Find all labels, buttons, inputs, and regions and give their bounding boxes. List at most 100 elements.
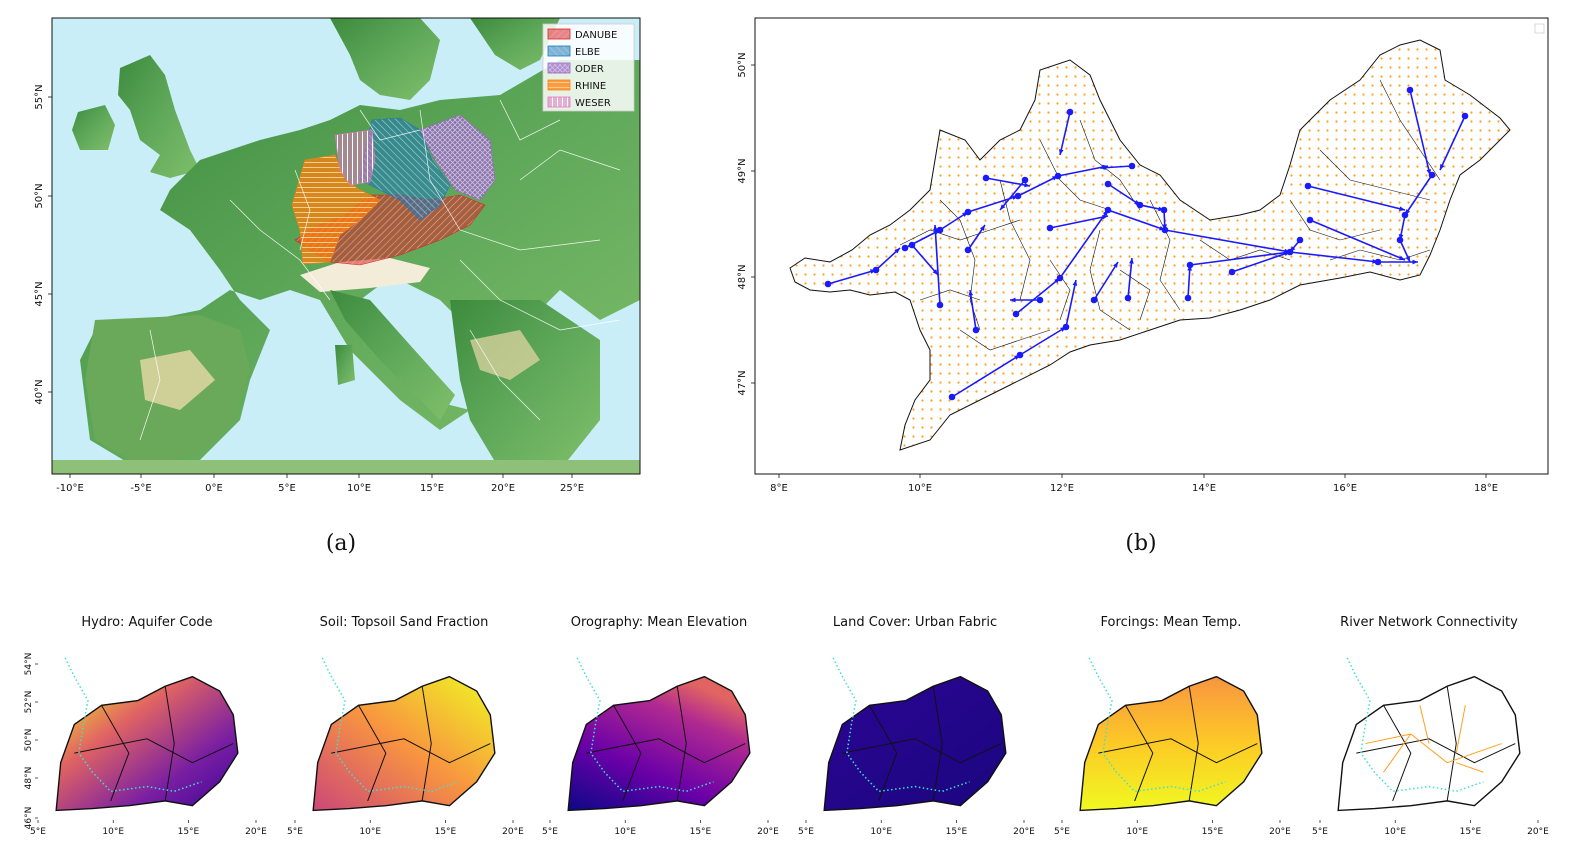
gauge-node: [1012, 310, 1020, 318]
gauge-node: [1056, 274, 1064, 282]
y-tick-label: 45°N: [34, 281, 45, 306]
y-tick-label: 55°N: [34, 84, 45, 109]
x-tick-label: -10°E: [56, 483, 84, 494]
river-link: [1409, 89, 1431, 176]
gauge-node: [1090, 296, 1098, 304]
legend-swatch-elbe: [547, 45, 571, 57]
x-tick-label: 15°E: [946, 827, 968, 837]
small-panel-title: Land Cover: Urban Fabric: [833, 615, 997, 630]
subbasin-divide: [869, 705, 898, 802]
small-panel-2: Soil: Topsoil Sand Fraction 5°E 10°E 15°E 20…: [287, 615, 524, 837]
river-arrowhead: [1024, 182, 1030, 188]
legend-swatch-rhine: [547, 79, 571, 91]
subbasin-divide: [842, 738, 1002, 764]
x-tick-label: 20°E: [491, 483, 515, 494]
x-tick-label: 15°E: [435, 827, 457, 837]
gauge-node: [1021, 176, 1029, 184]
great-britain: [118, 55, 200, 178]
network-edge: [1365, 733, 1411, 745]
subbasin-divide: [586, 738, 746, 764]
gauge-node: [1184, 294, 1192, 302]
dotted-border: [1346, 657, 1484, 793]
gauge-node: [824, 280, 832, 288]
river-arrowhead: [979, 225, 985, 231]
dotted-border: [576, 657, 714, 793]
subbasin-divide: [74, 738, 234, 764]
gauge-node: [908, 241, 916, 249]
x-tick-label: -5°E: [130, 483, 151, 494]
river-link: [1057, 165, 1109, 177]
river-link: [1231, 251, 1291, 273]
subbasin-divide: [1446, 686, 1457, 801]
network-edge: [1383, 733, 1412, 773]
small-panel-title: River Network Connectivity: [1340, 615, 1518, 630]
gauge-node: [1124, 294, 1132, 302]
subbasin-divide: [1188, 686, 1199, 801]
river-link: [939, 211, 969, 231]
panel-a-legend: DANUBE ELBE ODER RHINE WESER: [542, 23, 635, 112]
basin-field: [55, 675, 239, 812]
river-arrowhead: [1000, 204, 1006, 210]
gauge-node: [1104, 180, 1112, 188]
small-panel-title: Forcings: Mean Temp.: [1101, 615, 1242, 630]
river-link: [1107, 183, 1141, 206]
river-arrowhead: [1399, 206, 1405, 211]
x-tick-label: 10°E: [1126, 827, 1148, 837]
alps: [300, 258, 430, 292]
subbasin-divide: [1125, 705, 1154, 802]
x-tick-label: 15°E: [420, 483, 444, 494]
gauge-node: [982, 174, 990, 182]
river-link: [951, 354, 1021, 398]
gauge-node: [1396, 236, 1404, 244]
panel-a-frame: [51, 17, 641, 475]
x-tick-label: 14°E: [1192, 483, 1216, 494]
y-tick-label: 50°N: [24, 729, 34, 752]
x-tick-label: 18°E: [1474, 483, 1498, 494]
empty-legend-box: [1534, 23, 1545, 34]
x-tick-label: 15°E: [1202, 827, 1224, 837]
river-arrowhead: [932, 269, 938, 275]
gauge-node: [936, 301, 944, 309]
river-arrowhead: [1440, 164, 1445, 170]
x-tick-label: 10°E: [870, 827, 892, 837]
river-arrowhead: [1058, 149, 1064, 155]
gauge-node: [1066, 108, 1074, 116]
river-arrowhead: [1113, 262, 1118, 268]
corsica-sardinia: [335, 345, 355, 385]
subbasin-divide: [331, 738, 491, 764]
river-link: [934, 224, 941, 306]
x-tick-label: 10°E: [347, 483, 371, 494]
x-tick-label: 10°E: [359, 827, 381, 837]
gauge-node: [1186, 261, 1194, 269]
x-tick-label: 25°E: [560, 483, 584, 494]
x-tick-label: 5°E: [30, 827, 46, 837]
river-arrowhead: [894, 248, 900, 254]
x-tick-label: 10°E: [1384, 827, 1406, 837]
north-africa-strip: [52, 460, 640, 474]
small-panel-title: Orography: Mean Elevation: [571, 615, 748, 630]
gauge-node: [1228, 268, 1236, 276]
subbasin-boundaries: [899, 79, 1441, 351]
small-panel-1: Hydro: Aquifer Code 5°E 10°E 15°E 20°E 54°N 52…: [24, 615, 267, 837]
gauge-node: [1046, 224, 1054, 232]
legend-label-oder: ODER: [575, 64, 604, 75]
subbasin-divide: [1356, 738, 1516, 764]
river-link: [1107, 209, 1166, 231]
y-tick-label: 47°N: [737, 370, 748, 395]
x-tick-label: 10°E: [102, 827, 124, 837]
x-tick-label: 20°E: [757, 827, 779, 837]
iberia-plateau: [140, 350, 215, 410]
small-panel-4: Land Cover: Urban Fabric 5°E 10°E 15°E 20°E: [798, 615, 1035, 837]
x-tick-label: 5°E: [542, 827, 558, 837]
river-link: [969, 289, 977, 331]
river-link: [999, 179, 1026, 211]
basin-field: [823, 675, 1007, 812]
river-link: [1307, 185, 1406, 211]
legend-label-elbe: ELBE: [575, 47, 600, 58]
balkan-highlands: [470, 330, 540, 380]
x-tick-label: 10°E: [614, 827, 636, 837]
small-panel-title: Hydro: Aquifer Code: [81, 615, 212, 630]
legend-swatch-oder: [547, 62, 571, 74]
x-tick-label: 10°E: [908, 483, 932, 494]
